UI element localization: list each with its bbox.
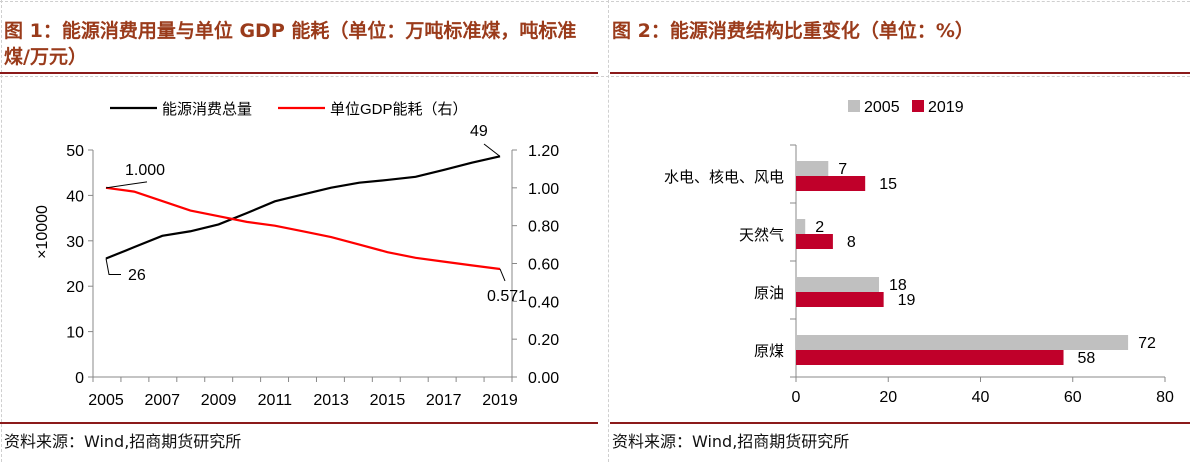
annotation-label: 26 (128, 267, 146, 284)
title-rule (610, 72, 1190, 74)
bar-value-label: 15 (879, 176, 897, 193)
divider (1, 0, 2, 462)
source-rule (610, 422, 1190, 424)
y2-tick-label: 1.00 (528, 181, 559, 198)
legend-label: 2019 (928, 99, 964, 116)
legend-label: 能源消费总量 (162, 101, 252, 118)
series-line-2 (105, 186, 501, 271)
bar-value-label: 8 (847, 234, 856, 251)
y2-tick-label: 0.20 (528, 332, 559, 349)
bar-value-label: 2 (815, 219, 824, 236)
category-label: 原油 (754, 285, 784, 302)
x-tick-label: 2011 (258, 392, 293, 409)
bar-2019 (796, 292, 884, 307)
x-tick-label: 2019 (482, 392, 518, 409)
divider (0, 1, 1190, 2)
y2-tick-label: 0.00 (528, 370, 559, 387)
left-source: 资料来源：Wind,招商期货研究所 (4, 432, 242, 451)
title-rule (0, 72, 598, 74)
bar-2019 (796, 234, 833, 249)
bar-2005 (796, 219, 806, 234)
bar-x-tick-label: 40 (972, 389, 990, 406)
legend-swatch-2019 (912, 100, 924, 112)
annotation-leader (483, 143, 501, 157)
bar-value-label: 72 (1138, 335, 1156, 352)
y-axis-label: ×10000 (34, 205, 51, 259)
annotation-leader (499, 268, 506, 282)
bar-x-tick-label: 20 (879, 389, 897, 406)
y-tick-label: 30 (66, 234, 84, 251)
x-tick-label: 2013 (313, 392, 349, 409)
right-chart-title: 图 2：能源消费结构比重变化（单位：%） (612, 20, 974, 42)
category-label: 天然气 (739, 227, 784, 244)
y2-tick-label: 0.40 (528, 294, 559, 311)
annotation-label: 49 (470, 123, 488, 140)
annotation-label: 1.000 (125, 162, 165, 179)
y-tick-label: 40 (66, 188, 84, 205)
bar-x-tick-label: 0 (792, 389, 801, 406)
x-tick-label: 2017 (426, 392, 462, 409)
bar-2005 (796, 161, 829, 176)
bar-value-label: 58 (1078, 350, 1096, 367)
y2-tick-label: 0.60 (528, 257, 559, 274)
category-label: 水电、核电、风电 (664, 169, 784, 186)
bar-2005 (796, 335, 1129, 350)
legend-swatch-2005 (848, 100, 860, 112)
x-tick-label: 2015 (370, 392, 406, 409)
y-tick-label: 10 (66, 325, 84, 342)
x-tick-label: 2005 (88, 392, 124, 409)
category-label: 原煤 (754, 343, 784, 360)
series-line-1 (105, 155, 501, 260)
bar-value-label: 19 (898, 292, 916, 309)
annotation-leader (105, 181, 148, 189)
y-tick-label: 50 (66, 143, 84, 160)
annotation-leader (105, 258, 121, 276)
y2-tick-label: 0.80 (528, 219, 559, 236)
bar-value-label: 7 (838, 161, 847, 178)
legend-label: 单位GDP能耗（右） (330, 101, 468, 118)
divider (608, 0, 609, 462)
annotation-label: 0.571 (487, 288, 527, 305)
bar-2005 (796, 277, 880, 292)
bar-x-tick-label: 80 (1156, 389, 1174, 406)
bar-x-tick-label: 60 (1064, 389, 1082, 406)
divider (0, 76, 1190, 77)
bar-2019 (796, 176, 866, 191)
bar-value-label: 18 (889, 277, 907, 294)
left-chart-title: 图 1：能源消费用量与单位 GDP 能耗（单位：万吨标准煤，吨标准煤/万元） (4, 20, 577, 68)
legend-label: 2005 (864, 99, 900, 116)
x-tick-label: 2009 (201, 392, 237, 409)
y-tick-label: 0 (75, 370, 84, 387)
y-tick-label: 20 (66, 279, 84, 296)
source-rule (0, 422, 598, 424)
x-tick-label: 2007 (144, 392, 180, 409)
right-source: 资料来源：Wind,招商期货研究所 (612, 432, 850, 451)
bar-2019 (796, 350, 1064, 365)
y2-tick-label: 1.20 (528, 143, 559, 160)
